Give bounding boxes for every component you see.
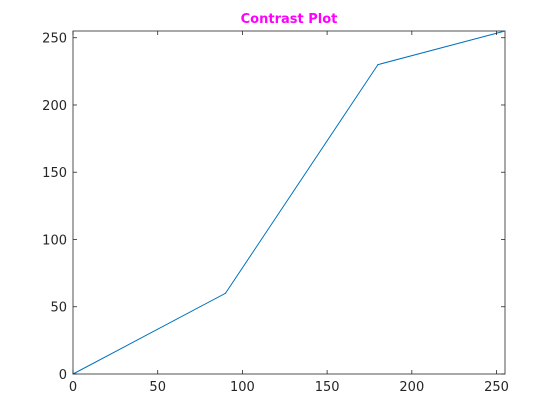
y-tick-label: 0 [59,368,67,383]
series-layer [72,30,505,374]
x-tick-label: 200 [399,380,424,395]
axes-box [73,31,505,374]
data-point [504,30,505,31]
x-tick-label: 50 [149,380,166,395]
y-axis-ticks: 0 50 100 150 200 250 [42,32,505,383]
x-tick-label: 100 [230,380,255,395]
x-tick-label: 150 [315,380,340,395]
y-tick-label: 150 [42,166,67,181]
x-tick-label: 250 [484,380,509,395]
data-point [225,293,226,294]
chart-title: Contrast Plot [241,12,338,27]
plot-area [73,31,505,374]
data-point [377,64,378,65]
x-tick-label: 0 [69,380,77,395]
contrast-curve-line [73,31,505,374]
y-tick-label: 50 [50,301,67,316]
y-tick-label: 250 [42,32,67,47]
y-tick-label: 200 [42,99,67,114]
y-tick-label: 100 [42,233,67,248]
x-axis-ticks: 0 50 100 150 200 250 [69,31,509,395]
